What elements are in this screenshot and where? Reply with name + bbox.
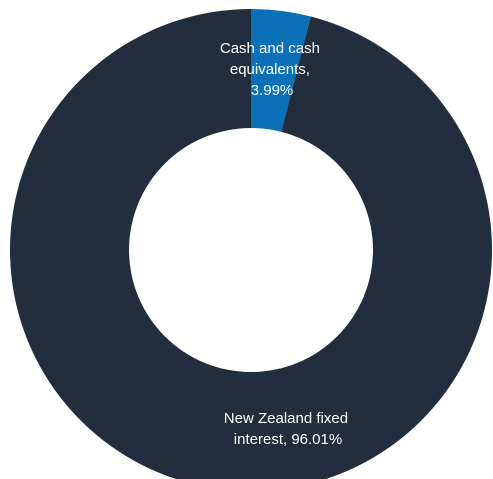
- donut-hole: [129, 128, 373, 372]
- slice-label-cash-line-1: Cash and cash: [220, 40, 320, 57]
- slice-label-cash-line-2: equivalents,: [230, 61, 310, 78]
- slice-new-zealand-fixed-interest: [10, 9, 492, 479]
- slice-label-cash: Cash and cash equivalents, 3.99%: [220, 40, 324, 99]
- slice-label-nz-fixed-interest: New Zealand fixed interest, 96.01%: [224, 410, 352, 448]
- slice-label-cash-line-3: 3.99%: [251, 82, 294, 99]
- slice-label-nz-line-1: New Zealand fixed: [224, 410, 348, 427]
- slice-label-nz-line-2: interest, 96.01%: [234, 431, 342, 448]
